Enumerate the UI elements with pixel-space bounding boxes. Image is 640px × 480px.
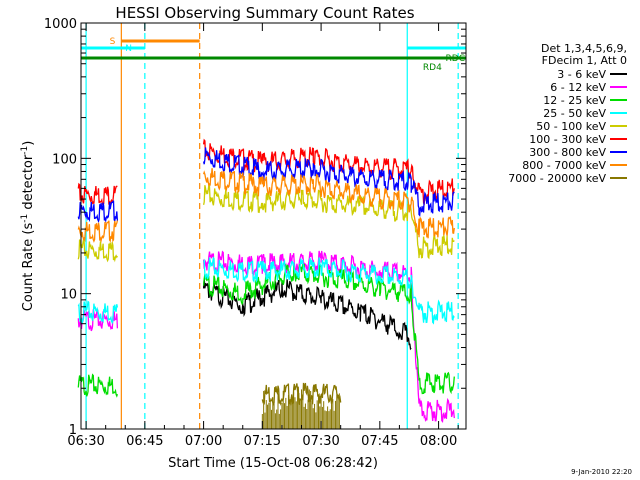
y-axis: 1 10 100 1000 bbox=[44, 17, 466, 438]
y-tick-label-2: 100 bbox=[52, 152, 77, 167]
x-tick-label-3: 07:15 bbox=[244, 434, 281, 449]
x-tick-label-2: 07:00 bbox=[185, 434, 222, 449]
legend-label-8: 7000 - 20000 keV bbox=[508, 172, 606, 185]
series-line-2-seg-1 bbox=[202, 263, 455, 395]
series-line-4-seg-0 bbox=[77, 238, 118, 263]
legend-label-3: 25 - 50 keV bbox=[543, 107, 606, 120]
legend-header-line-2: FDecim 1, Att 0 bbox=[542, 54, 627, 67]
x-tick-label-6: 08:00 bbox=[420, 434, 457, 449]
series-line-3-seg-1 bbox=[203, 256, 455, 325]
series-line-0-seg-0 bbox=[202, 278, 412, 351]
legend-label-7: 800 - 7000 keV bbox=[522, 159, 606, 172]
y-tick-label-3: 1000 bbox=[44, 17, 77, 32]
y-tick-label-0: 1 bbox=[69, 423, 77, 438]
annotation-rdc: RDC bbox=[446, 54, 465, 64]
legend-label-0: 3 - 6 keV bbox=[557, 68, 606, 81]
legend-header-line-1: Det 1,3,4,5,6,9, bbox=[541, 42, 627, 55]
series-line-7-seg-1 bbox=[202, 168, 455, 239]
x-tick-label-1: 06:45 bbox=[126, 434, 163, 449]
plot-frame bbox=[80, 22, 467, 430]
legend-label-2: 12 - 25 keV bbox=[543, 94, 606, 107]
x-tick-label-4: 07:30 bbox=[302, 434, 339, 449]
x-axis-label: Start Time (15-Oct-08 06:28:42) bbox=[168, 456, 378, 471]
series-line-5-seg-1 bbox=[202, 138, 455, 206]
x-tick-label-0: 06:30 bbox=[67, 434, 104, 449]
series-line-3-seg-0 bbox=[77, 300, 119, 325]
annotation-rd4: RD4 bbox=[423, 63, 442, 73]
y-tick-label-1: 10 bbox=[60, 288, 77, 303]
footer-date: 9-Jan-2010 22:20 bbox=[571, 468, 632, 476]
series-line-1-seg-1 bbox=[202, 250, 455, 423]
y-axis-label: Count Rate (s-1 detector-1) bbox=[20, 141, 36, 312]
series-line-6-seg-0 bbox=[77, 200, 119, 224]
series-line-7-seg-0 bbox=[77, 220, 119, 244]
annotation-s: S bbox=[110, 37, 116, 47]
legend: Det 1,3,4,5,6,9, FDecim 1, Att 0 3 - 6 k… bbox=[508, 42, 627, 185]
series-line-5-seg-0 bbox=[77, 182, 118, 208]
orbit-markers: SN RDC RD4 bbox=[81, 23, 466, 429]
plot-area: SN RDC RD4 bbox=[77, 22, 467, 430]
series-line-6-seg-1 bbox=[202, 147, 455, 217]
legend-label-6: 300 - 800 keV bbox=[529, 146, 606, 159]
legend-label-5: 100 - 300 keV bbox=[529, 133, 606, 146]
annotation-n: N bbox=[125, 44, 132, 54]
x-tick-label-5: 07:45 bbox=[361, 434, 398, 449]
chart-title: HESSI Observing Summary Count Rates bbox=[115, 4, 414, 22]
series-layer bbox=[77, 138, 455, 429]
x-axis: 06:30 06:45 07:00 07:15 07:30 07:45 08:00 bbox=[67, 23, 459, 449]
legend-label-1: 6 - 12 keV bbox=[550, 81, 606, 94]
series-line-4-seg-1 bbox=[202, 184, 455, 260]
series-line-2-seg-0 bbox=[77, 373, 119, 398]
legend-label-4: 50 - 100 keV bbox=[536, 120, 606, 133]
